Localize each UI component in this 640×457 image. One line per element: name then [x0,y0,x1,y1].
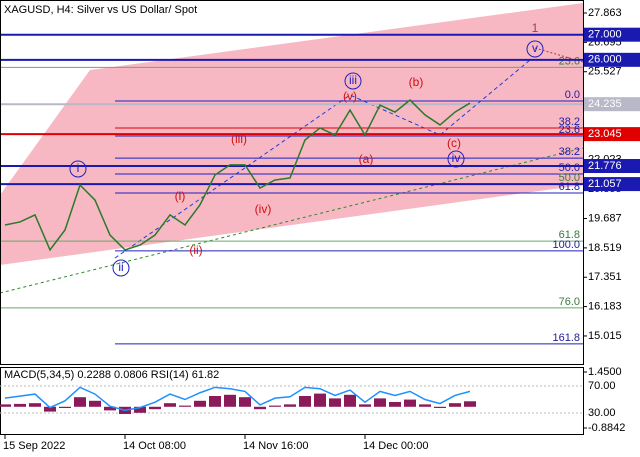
y-tick-label: 15.015 [588,330,622,342]
macd-bar [239,397,251,407]
wave-labels: i ii iii iv v (i) (ii) (iii) (iv) (v) (a… [69,21,544,277]
macd-bar [374,398,386,407]
chart-title: XAGUSD, H4: Silver vs US Dollar/ Spot [4,4,197,16]
x-tick-label: 14 Nov 16:00 [243,440,308,452]
macd-bar [269,405,281,407]
fib-label: 50.0 [559,162,580,174]
wave-label: (b) [409,75,424,89]
wave-label: (i) [175,189,186,203]
macd-bar [134,406,146,413]
fib-label: 161.8 [552,332,580,344]
macd-bar [389,401,401,407]
macd-bar [449,403,461,407]
macd-bar [59,406,71,408]
level-box [584,159,640,174]
fib-label: 0.0 [565,89,580,101]
macd-bar [0,404,11,407]
x-tick-label: 15 Sep 2022 [3,440,65,452]
level-box [584,97,640,112]
y-tick-label: 16.183 [588,301,622,313]
wave-path [114,59,531,259]
fib-label: 61.8 [559,181,580,193]
wave-label: (iv) [255,202,272,216]
wave-label: (iii) [231,132,247,146]
macd-bar [104,406,116,411]
price-line [4,99,471,252]
wave-label: 1 [532,21,539,35]
wave-circle [344,72,362,90]
macd-bar [89,400,101,407]
x-tick-label: 14 Dec 00:00 [363,440,428,452]
macd-bar [284,404,296,407]
y-tick-label: 27.863 [588,7,622,19]
level-label: 26.000 [588,54,622,66]
y-tick-label: 1.4500 [588,366,622,378]
macd-bar [179,405,191,407]
fib-label: 23.6 [559,55,580,67]
macd-bar [419,404,431,407]
macd-bar [329,398,341,407]
level-label: 21.776 [588,160,622,172]
y-tick-label: -0.8842 [588,422,625,434]
macd-bar [29,403,41,407]
wave-label: iv [452,151,461,165]
y-tick-label: 17.351 [588,271,622,283]
wave-label: i [77,161,80,175]
macd-bar [464,401,476,407]
level-label: 27.000 [588,29,622,41]
macd-bar [164,403,176,407]
macd-bar [149,406,161,410]
macd-bar [314,393,326,407]
rsi-line [4,386,471,412]
macd-bar [299,395,311,407]
wave-label: v [532,41,538,55]
indicator-frame [0,367,584,435]
fib-label: 23.6 [559,124,580,136]
indicator-label: MACD(5,34,5) 0.2288 0.0806 RSI(14) 61.82 [4,369,219,381]
macd-bar [74,397,86,407]
level-box [584,27,640,42]
wave-circle [112,259,130,277]
wave-label: (v) [343,89,357,103]
level-label: 24.235 [588,98,622,110]
macd-bar [359,404,371,407]
x-tick-label: 14 Oct 08:00 [123,440,186,452]
macd-bar [209,395,221,407]
fib-label: 61.8 [559,229,580,241]
wave-label: iii [349,73,357,87]
wave-circle [447,150,465,168]
y-tick-label: 25.527 [588,66,622,78]
level-box [584,177,640,192]
main-frame [0,0,584,365]
wave-label: (c) [447,136,461,150]
level-box [584,127,640,142]
fib-label: 76.0 [559,296,580,308]
level-box [584,52,640,67]
wave-circle [526,40,544,58]
y-tick-label: 18.519 [588,242,622,254]
macd-bar [404,399,416,407]
fib-label: 100.0 [552,239,580,251]
y-tick-label: 19.687 [588,212,622,224]
macd-bar [44,406,56,412]
fib-label: 38.2 [559,116,580,128]
wave-label: (a) [359,152,374,166]
fib-label: 50.0 [559,172,580,184]
wave-label: ii [118,260,123,274]
fib-label: 38.2 [559,146,580,158]
wave-circle [69,160,87,178]
macd-bar [434,406,446,408]
wave-label: (ii) [189,243,202,257]
macd-bar [224,394,236,407]
macd-bar [344,394,356,407]
y-tick-label: 30.00 [588,407,616,419]
macd-bar [194,400,206,407]
macd-bar [254,406,266,410]
level-label: 23.045 [588,128,622,140]
y-tick-label: 70.00 [588,380,616,392]
macd-bar [14,403,26,407]
trend-line [0,147,584,294]
level-label: 21.057 [588,178,622,190]
